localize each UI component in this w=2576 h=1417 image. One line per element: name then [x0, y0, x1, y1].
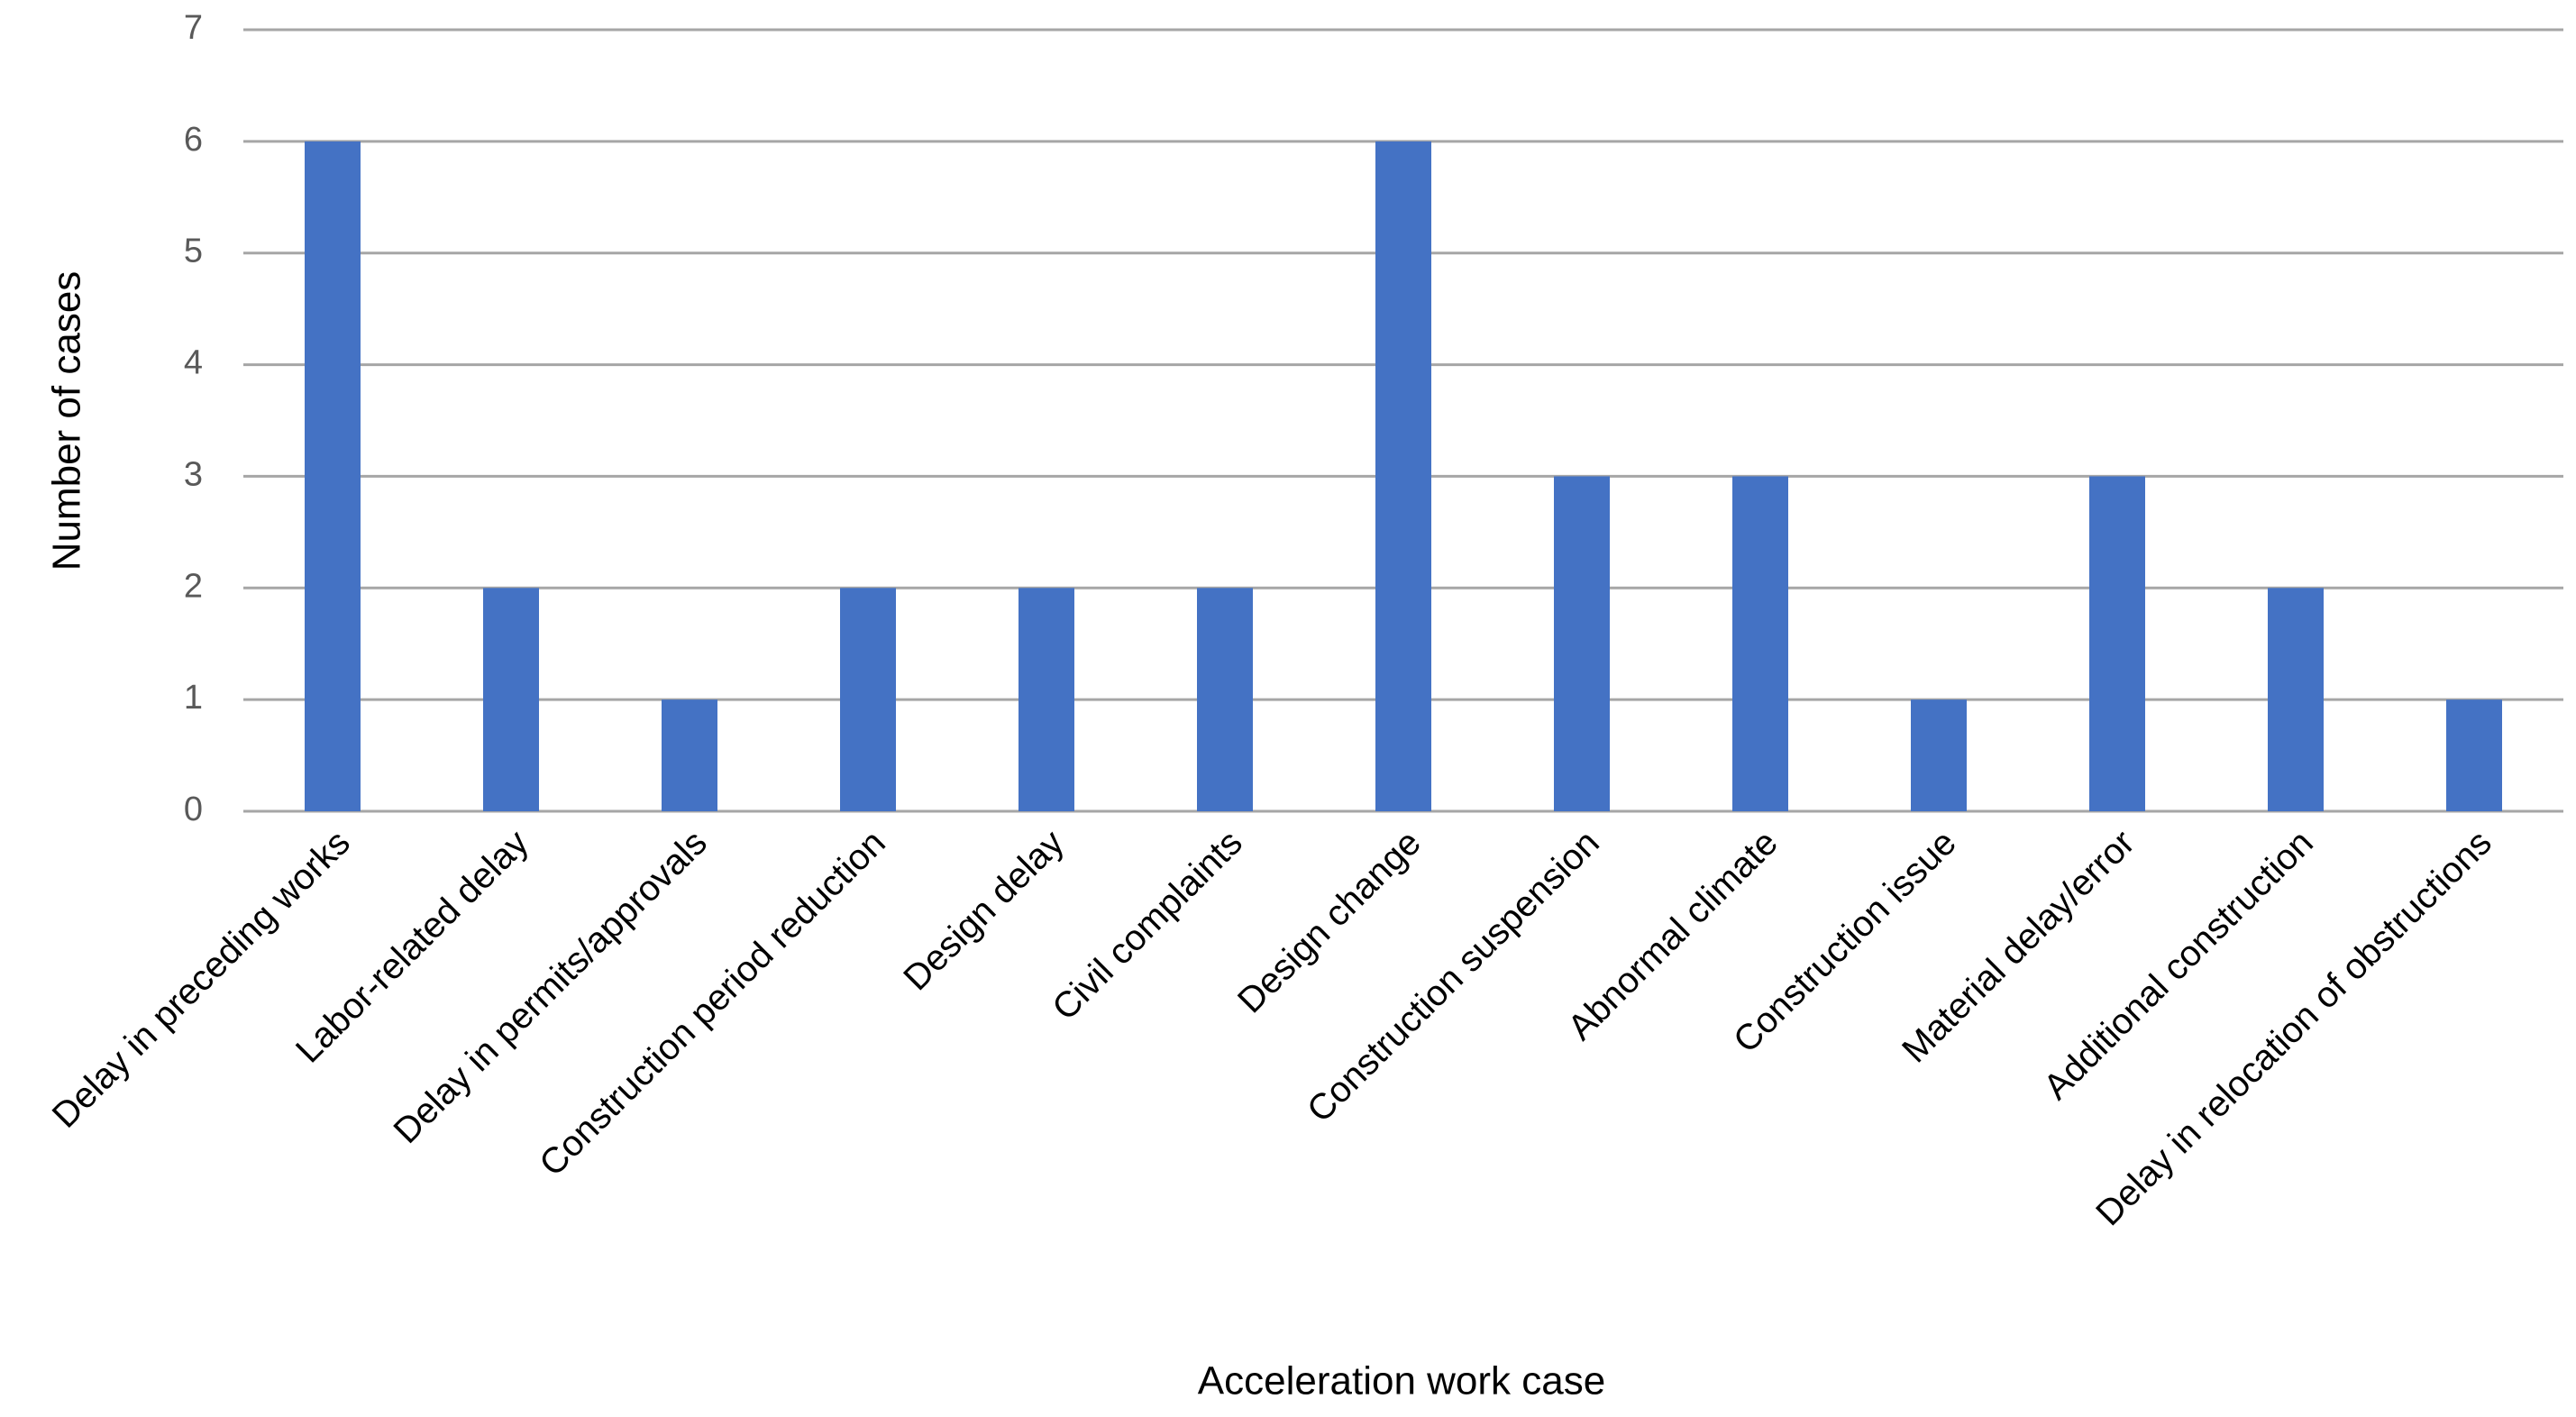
x-axis-title: Acceleration work case [1198, 1359, 1605, 1403]
x-tick-label: Design delay [896, 823, 1072, 999]
bar [662, 699, 717, 811]
y-tick-label: 3 [184, 455, 203, 493]
bar [1911, 699, 1967, 811]
bar [1197, 588, 1253, 811]
bar [2089, 476, 2145, 811]
y-tick-label: 5 [184, 233, 203, 270]
x-tick-label: Civil complaints [1045, 823, 1250, 1028]
x-tick-label: Construction suspension [1300, 823, 1607, 1130]
bar [2268, 588, 2324, 811]
bar [840, 588, 896, 811]
x-tick-label: Delay in permits/approvals [386, 823, 714, 1151]
y-tick-label: 7 [184, 9, 203, 47]
bar [1554, 476, 1610, 811]
bar [1732, 476, 1788, 811]
bar [1019, 588, 1074, 811]
y-axis-title: Number of cases [45, 271, 89, 571]
x-tick-label: Delay in preceding works [45, 823, 358, 1136]
y-tick-label: 2 [184, 567, 203, 605]
y-tick-label: 1 [184, 679, 203, 717]
x-tick-label: Design change [1230, 823, 1429, 1021]
y-tick-label: 0 [184, 791, 203, 828]
bar [1375, 141, 1431, 811]
bar [305, 141, 361, 811]
x-tick-label: Delay in relocation of obstructions [2088, 823, 2499, 1234]
x-tick-label: Construction period reduction [532, 823, 893, 1184]
y-tick-label: 4 [184, 344, 203, 382]
bar [483, 588, 539, 811]
bar [2446, 699, 2502, 811]
y-tick-label: 6 [184, 121, 203, 159]
